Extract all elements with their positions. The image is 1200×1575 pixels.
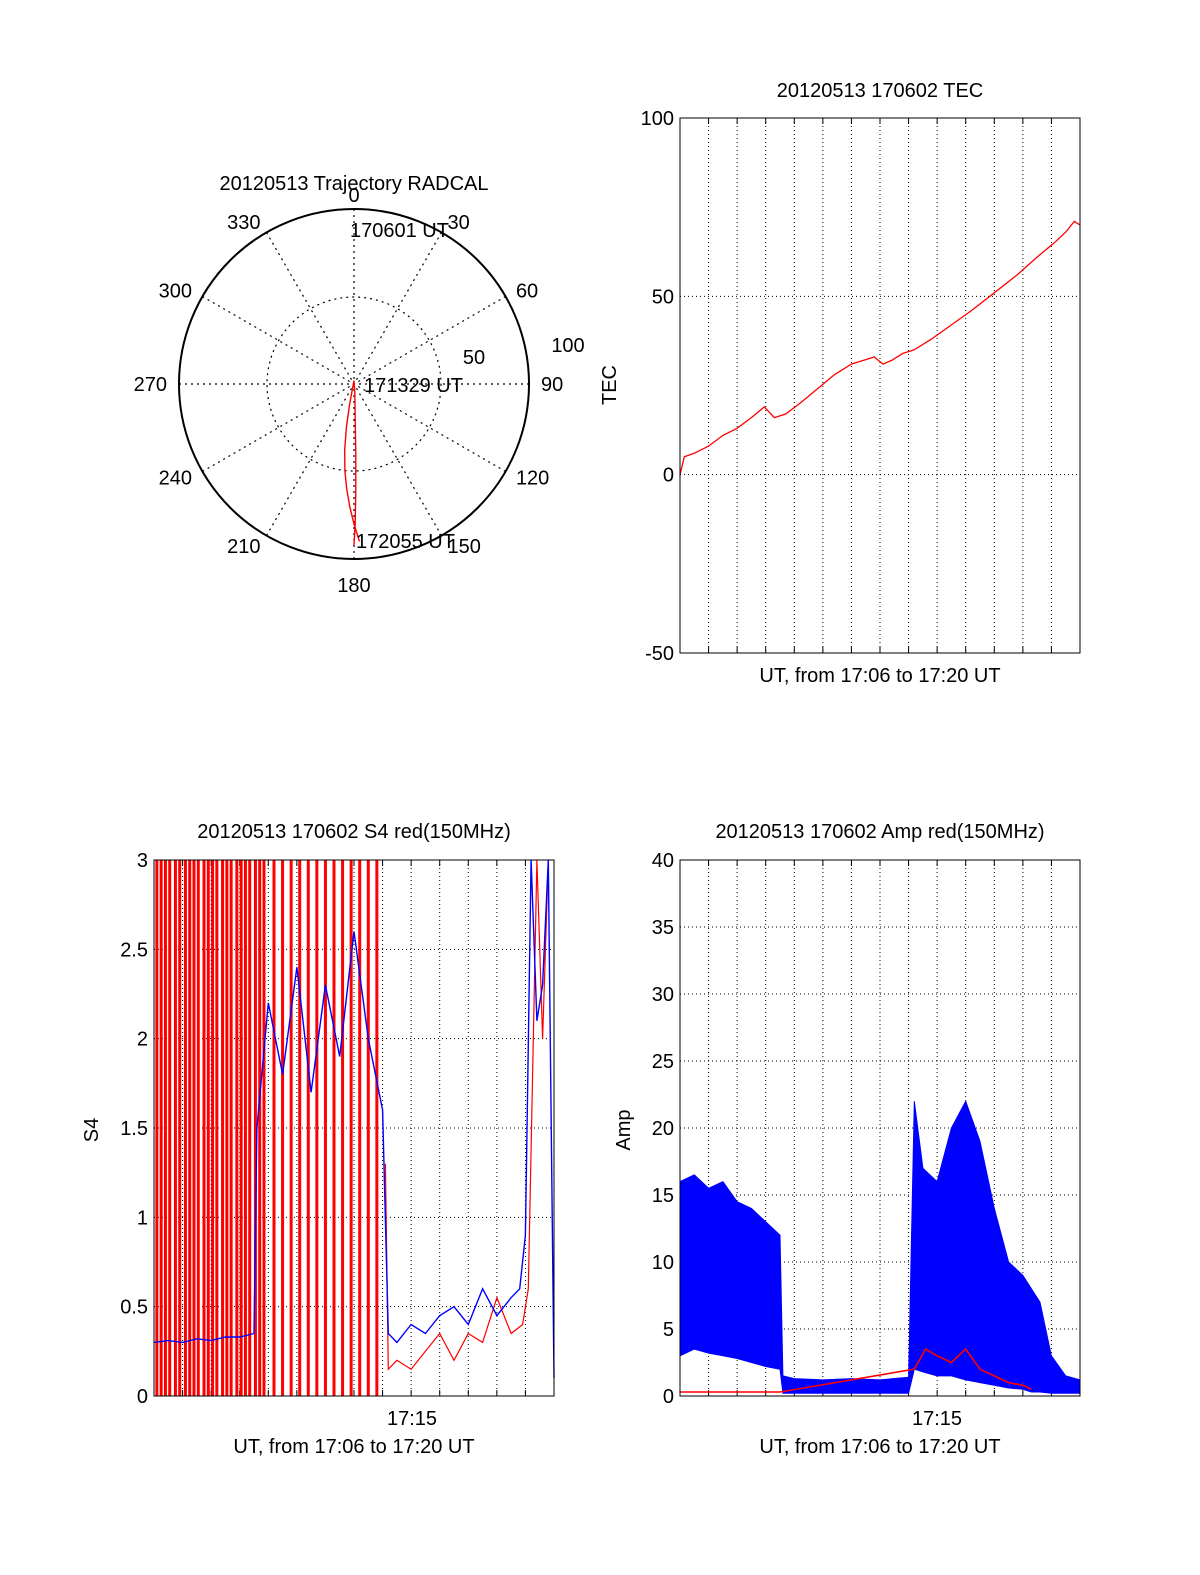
y-tick-label: 2.5: [120, 939, 148, 961]
amp-blue-band: [679, 1099, 1081, 1394]
polar-angle-label: 150: [448, 536, 481, 558]
polar-angle-label: 0: [348, 185, 359, 207]
polar-angle-label: 240: [159, 468, 192, 490]
tec-chart: 20120513 170602 TEC -50 0 50 100 TEC UT, fr…: [599, 80, 1081, 687]
polar-angle-label: 180: [337, 575, 370, 597]
amp-y-label: Amp: [613, 1109, 635, 1150]
y-tick-label: 1.5: [120, 1118, 148, 1140]
amp-red-line: [680, 1347, 1032, 1393]
y-tick-label: -50: [645, 643, 674, 665]
s4-y-ticks: 0 0.5 1 1.5 2 2.5 3: [120, 850, 148, 1408]
polar-outer-circle: [178, 208, 530, 560]
tec-y-label: TEC: [599, 365, 621, 405]
y-tick-label: 30: [652, 984, 674, 1006]
polar-angle-labels: 0 30 60 90 120 150 180 210 240 270 300 330: [134, 185, 564, 597]
amp-y-ticks: 0 5 10 15 20 25 30 35 40: [652, 850, 674, 1408]
s4-blue-line: [153, 859, 555, 1379]
polar-angle-label: 330: [227, 212, 260, 234]
amp-frame: [679, 859, 1081, 1397]
trajectory-title: 20120513 Trajectory RADCAL: [219, 173, 488, 195]
y-tick-label: 40: [652, 850, 674, 872]
y-tick-label: 35: [652, 917, 674, 939]
tec-y-ticks: -50 0 50 100: [641, 108, 674, 665]
trajectory-start-label: 170601 UT: [350, 220, 449, 242]
s4-x-tick-label: 17:15: [387, 1408, 437, 1430]
s4-red-line: [384, 859, 549, 1371]
tec-x-label: UT, from 17:06 to 17:20 UT: [759, 665, 1000, 687]
y-tick-label: 100: [641, 108, 674, 130]
y-tick-label: 0: [663, 1386, 674, 1408]
trajectory-end-label: 172055 UT: [356, 531, 455, 553]
trajectory-line: [343, 380, 361, 546]
s4-title: 20120513 170602 S4 red(150MHz): [197, 821, 511, 843]
polar-angle-label: 300: [159, 281, 192, 303]
amp-title: 20120513 170602 Amp red(150MHz): [715, 821, 1044, 843]
y-tick-label: 10: [652, 1252, 674, 1274]
y-tick-label: 20: [652, 1118, 674, 1140]
s4-red-spikes: [155, 860, 379, 1396]
y-tick-label: 0.5: [120, 1297, 148, 1319]
polar-angle-label: 30: [448, 212, 470, 234]
y-tick-label: 3: [137, 850, 148, 872]
amp-grid: [680, 860, 1080, 1396]
tec-grid: [680, 118, 1080, 653]
amp-chart: 20120513 170602 Amp red(150MHz) 0 5 10 15 20…: [613, 821, 1081, 1458]
y-tick-label: 1: [137, 1207, 148, 1229]
amp-x-label: UT, from 17:06 to 17:20 UT: [759, 1436, 1000, 1458]
amp-x-tick-label: 17:15: [912, 1408, 962, 1430]
tec-frame: [679, 117, 1081, 654]
y-tick-label: 5: [663, 1319, 674, 1341]
trajectory-mid-label: 171329 UT: [364, 375, 463, 397]
trajectory-chart: 20120513 Trajectory RADCAL 0 30 60 90 120 150…: [134, 173, 585, 597]
polar-angle-label: 90: [541, 374, 563, 396]
polar-angle-label: 120: [516, 468, 549, 490]
y-tick-label: 0: [663, 465, 674, 487]
s4-frame: [153, 859, 555, 1397]
polar-angle-label: 60: [516, 281, 538, 303]
s4-y-label: S4: [81, 1118, 103, 1142]
polar-angle-label: 270: [134, 374, 167, 396]
polar-radial-label-50: 50: [463, 347, 485, 369]
tec-title: 20120513 170602 TEC: [777, 80, 983, 102]
y-tick-label: 2: [137, 1029, 148, 1051]
y-tick-label: 50: [652, 286, 674, 308]
polar-angle-label: 210: [227, 536, 260, 558]
polar-inner-circle: [266, 296, 442, 472]
s4-chart: 20120513 170602 S4 red(150MHz) 0 0.5 1 1.5 2…: [81, 821, 555, 1458]
y-tick-label: 0: [137, 1386, 148, 1408]
tec-series-line: [679, 220, 1081, 475]
polar-radial-label-100: 100: [551, 335, 584, 357]
y-tick-label: 25: [652, 1051, 674, 1073]
s4-x-label: UT, from 17:06 to 17:20 UT: [233, 1436, 474, 1458]
y-tick-label: 15: [652, 1185, 674, 1207]
